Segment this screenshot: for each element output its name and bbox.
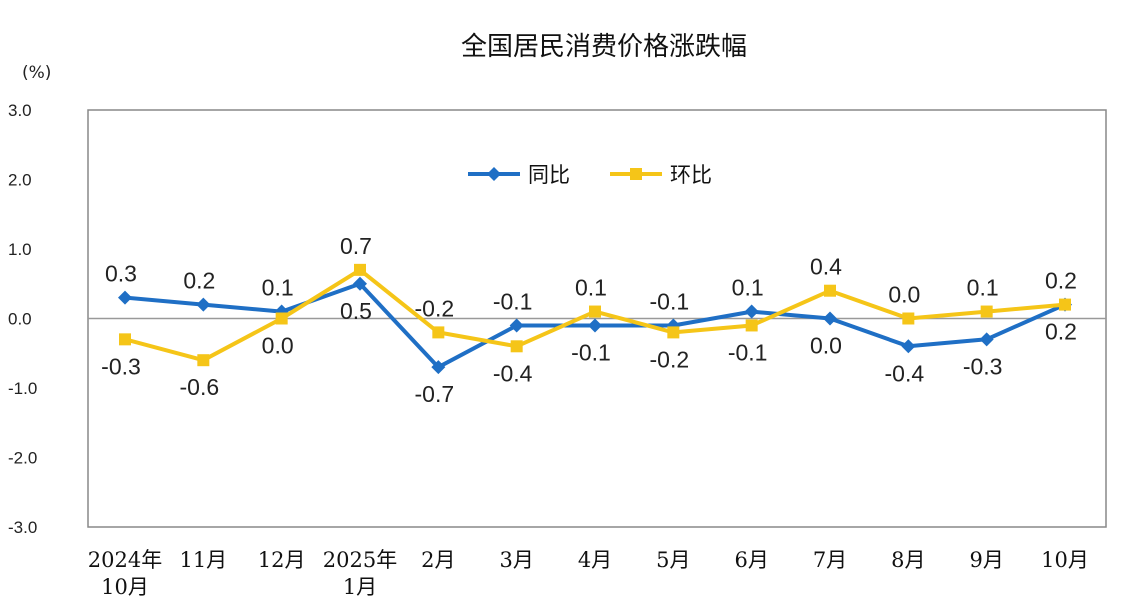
point-marker [824, 284, 836, 297]
data-label: -0.3 [963, 353, 1003, 379]
y-tick-label: 2.0 [8, 171, 32, 190]
point-marker [510, 340, 523, 353]
y-tick-label: 0.0 [8, 310, 32, 329]
point-marker [979, 332, 994, 347]
x-axis: 2024年 10月 11月 12月 2025年 1月 2月 3月 4月 5月 6月 7月 8月 9月 10月 [88, 548, 1089, 599]
point-marker [275, 312, 288, 325]
x-tick-label: 7月 [813, 548, 847, 572]
data-label: 0.4 [810, 254, 842, 280]
x-tick-label: 10月 [101, 575, 149, 599]
point-marker [353, 276, 367, 291]
point-marker [589, 305, 601, 318]
data-label: -0.1 [650, 288, 690, 314]
data-label: -0.1 [728, 339, 768, 365]
point-marker [745, 319, 758, 332]
series-layer: 0.3 0.2 0.1 0.5 -0.7 -0.1 -0.1 -0.1 0.1 0.0 -0.4 -0… [101, 233, 1077, 407]
y-tick-label: 3.0 [8, 101, 32, 120]
point-marker [588, 318, 602, 333]
y-tick-label: 1.0 [8, 240, 32, 259]
data-label: -0.1 [571, 339, 611, 365]
x-tick-label: 2024年 [88, 548, 162, 572]
point-marker [1059, 298, 1071, 311]
x-tick-label: 9月 [969, 548, 1003, 572]
x-tick-label: 8月 [891, 548, 925, 572]
data-label: 0.5 [340, 298, 372, 324]
point-marker [901, 339, 916, 354]
point-marker [118, 290, 132, 305]
point-marker [667, 326, 680, 339]
data-label: 0.2 [1045, 268, 1077, 294]
data-label: -0.4 [885, 360, 925, 386]
legend-label: 同比 [528, 163, 570, 187]
data-label: -0.7 [415, 381, 455, 407]
x-tick-label: 5月 [656, 548, 690, 572]
y-axis: 3.0 2.0 1.0 0.0 -1.0 -2.0 -3.0 [8, 101, 37, 537]
data-label: 0.1 [967, 275, 999, 301]
point-marker [902, 312, 915, 325]
point-marker [119, 333, 131, 346]
data-label: -0.2 [415, 295, 455, 321]
point-marker [509, 318, 524, 333]
data-label: 0.2 [183, 268, 215, 294]
x-tick-label: 2025年 [323, 548, 397, 572]
data-label: 0.1 [575, 275, 607, 301]
point-marker [980, 305, 993, 318]
x-tick-label: 11月 [179, 548, 227, 572]
legend-label: 环比 [670, 163, 712, 187]
legend-marker [630, 168, 642, 180]
data-label: 0.3 [105, 261, 137, 287]
data-label: 0.0 [810, 333, 842, 359]
point-marker [197, 354, 210, 367]
point-marker [354, 263, 366, 276]
y-unit-label: (%) [22, 63, 51, 83]
point-marker [196, 297, 211, 312]
data-label: 0.0 [888, 282, 920, 308]
point-marker [431, 360, 446, 375]
y-tick-label: -3.0 [8, 518, 37, 537]
data-label: 0.7 [340, 233, 372, 259]
data-label: -0.1 [493, 288, 533, 314]
x-tick-label: 12月 [258, 548, 306, 572]
x-tick-label: 1月 [343, 575, 377, 599]
y-tick-label: -2.0 [8, 449, 37, 468]
x-tick-label: 10月 [1041, 548, 1089, 572]
chart-title: 全国居民消费价格涨跌幅 [461, 32, 747, 62]
legend-marker [487, 167, 501, 181]
data-label: 0.1 [732, 275, 764, 301]
x-tick-label: 3月 [499, 548, 533, 572]
y-tick-label: -1.0 [8, 379, 37, 398]
data-label: -0.6 [180, 374, 220, 400]
data-label: -0.4 [493, 360, 533, 386]
data-label: -0.3 [101, 353, 141, 379]
point-marker [432, 326, 445, 339]
x-tick-label: 4月 [578, 548, 612, 572]
data-label: 0.1 [262, 275, 294, 301]
data-label: 0.0 [262, 333, 294, 359]
point-marker [823, 311, 837, 326]
data-label: -0.2 [650, 346, 690, 372]
x-tick-label: 6月 [734, 548, 768, 572]
x-tick-label: 2月 [421, 548, 455, 572]
point-marker [744, 304, 759, 319]
data-label: 0.2 [1045, 319, 1077, 345]
legend: 同比 环比 [468, 163, 712, 187]
